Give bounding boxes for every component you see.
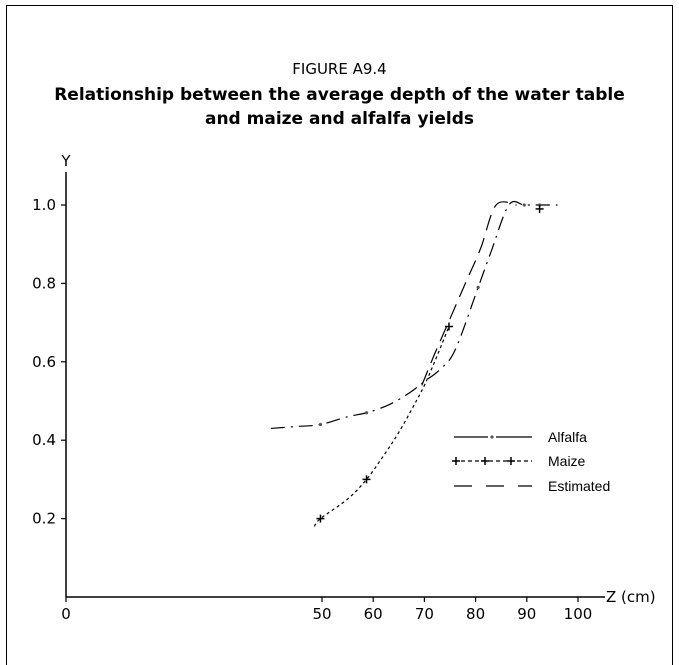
legend-item-maize: Maize bbox=[452, 453, 586, 469]
x-tick-label: 90 bbox=[517, 605, 536, 623]
data-point-maize bbox=[316, 514, 325, 523]
series-alfalfa bbox=[270, 200, 558, 430]
series-line-alfalfa bbox=[270, 200, 558, 430]
series-layer bbox=[270, 200, 558, 527]
data-point-alfalfa bbox=[364, 411, 369, 415]
legend-marker-maize bbox=[507, 457, 515, 465]
legend-marker-alfalfa bbox=[490, 435, 494, 439]
figure-label: FIGURE A9.4 bbox=[292, 60, 387, 78]
chart: Y Z (cm) 0.2 0.4 0.6 0.8 1.0 0 50 60 70 80 90 100 Alf… bbox=[32, 152, 655, 623]
series-maize bbox=[313, 204, 544, 527]
title-line-2: and maize and alfalfa yields bbox=[204, 109, 474, 129]
legend-marker-maize bbox=[481, 457, 489, 465]
legend-item-estimated: Estimated bbox=[454, 478, 610, 494]
x-tick-label: 60 bbox=[364, 605, 383, 623]
series-line-estimated bbox=[421, 201, 517, 386]
y-tick-label: 0.6 bbox=[32, 353, 56, 371]
legend-label-estimated: Estimated bbox=[548, 478, 610, 494]
series-line-maize bbox=[313, 326, 450, 527]
legend-label-alfalfa: Alfalfa bbox=[548, 429, 587, 445]
legend-item-alfalfa: Alfalfa bbox=[454, 429, 587, 445]
x-tick-label: 100 bbox=[564, 605, 593, 623]
x-tick-label: 50 bbox=[312, 605, 331, 623]
data-point-alfalfa bbox=[522, 203, 526, 207]
figure-frame bbox=[6, 5, 673, 665]
figure-title: Relationship between the average depth o… bbox=[0, 83, 679, 131]
y-tick-label: 0.2 bbox=[32, 510, 56, 528]
title-line-1: Relationship between the average depth o… bbox=[54, 85, 625, 105]
legend-label-maize: Maize bbox=[548, 453, 586, 469]
data-point-maize bbox=[362, 475, 371, 484]
y-tick-label: 1.0 bbox=[32, 196, 56, 214]
axes: Y Z (cm) 0.2 0.4 0.6 0.8 1.0 0 50 60 70 80 90 100 bbox=[32, 152, 655, 623]
x-axis-label: Z (cm) bbox=[606, 588, 656, 606]
legend-marker-maize bbox=[452, 457, 460, 465]
data-point-alfalfa bbox=[476, 285, 480, 289]
x-tick-label: 80 bbox=[466, 605, 485, 623]
x-tick-label: 0 bbox=[61, 605, 71, 623]
series-estimated bbox=[421, 201, 517, 386]
y-tick-label: 0.4 bbox=[32, 431, 56, 449]
y-axis-label: Y bbox=[60, 152, 71, 170]
legend: Alfalfa Maize Estimated bbox=[452, 429, 610, 494]
x-tick-label: 70 bbox=[415, 605, 434, 623]
data-point-alfalfa bbox=[318, 422, 323, 427]
data-point-maize bbox=[535, 204, 544, 213]
y-tick-label: 0.8 bbox=[32, 274, 56, 292]
